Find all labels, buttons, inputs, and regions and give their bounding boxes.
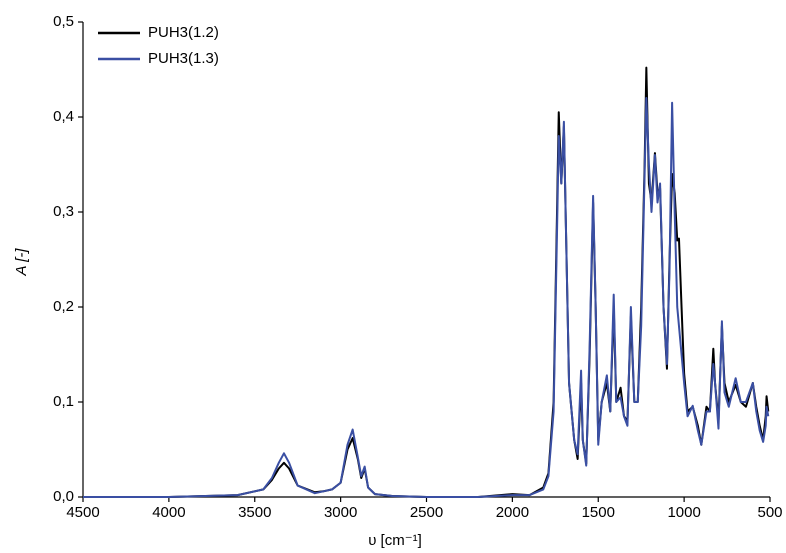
x-tick-label: 2000 xyxy=(496,504,529,521)
x-tick-label: 4000 xyxy=(152,504,185,521)
x-tick-label: 4500 xyxy=(66,504,99,521)
y-tick-label: 0,1 xyxy=(53,393,74,410)
x-tick-label: 3500 xyxy=(238,504,271,521)
y-tick-label: 0,3 xyxy=(53,203,74,220)
y-tick-label: 0,0 xyxy=(53,488,74,505)
y-tick-label: 0,5 xyxy=(53,13,74,30)
legend-label: PUH3(1.2) xyxy=(148,24,219,41)
x-tick-label: 1500 xyxy=(582,504,615,521)
legend-label: PUH3(1.3) xyxy=(148,50,219,67)
x-tick-label: 2500 xyxy=(410,504,443,521)
series-line xyxy=(83,97,770,498)
y-tick-label: 0,2 xyxy=(53,298,74,315)
x-tick-label: 3000 xyxy=(324,504,357,521)
y-axis-label: A [-] xyxy=(13,248,30,277)
y-tick-label: 0,4 xyxy=(53,108,74,125)
x-tick-label: 1000 xyxy=(667,504,700,521)
x-tick-label: 500 xyxy=(757,504,782,521)
series-line xyxy=(83,66,770,498)
x-axis-label: υ [cm⁻¹] xyxy=(368,532,422,549)
